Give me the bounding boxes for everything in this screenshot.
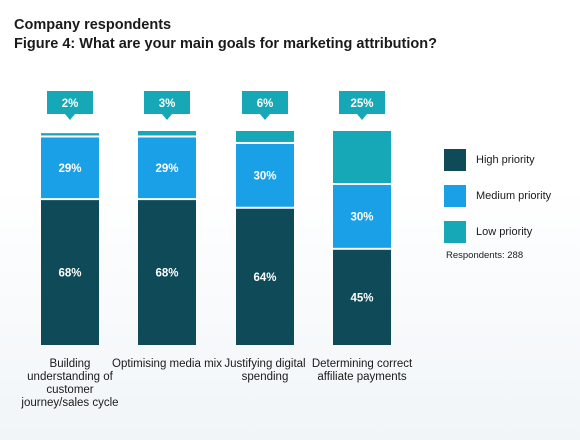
data-label-high-4: 45% [350,292,373,304]
bar-segment-high-3 [236,208,294,345]
chart-title: Company respondents [14,17,172,33]
callout-box-low-1 [47,91,93,114]
data-label-low-4: 25% [350,98,373,110]
callout-box-low-3 [242,91,288,114]
legend-label-medium: Medium priority [476,190,552,202]
chart-subtitle: Figure 4: What are your main goals for m… [14,36,437,52]
legend-label-high: High priority [476,154,535,166]
bar-segment-high-1 [41,200,99,345]
respondents-note: Respondents: 288 [446,250,524,261]
legend-swatch-low [444,221,466,243]
category-label-optimising-media-mix: Optimising media mix [112,358,222,370]
callout-box-low-4 [339,91,385,114]
title-block: Company respondents Figure 4: What are y… [14,16,437,54]
data-label-medium-3: 30% [253,170,276,182]
category-label-justifying-digital-spending: Justifying digital spending [224,358,306,383]
bar-segment-medium-2 [138,137,196,199]
legend-swatch-high [444,149,466,171]
bar-segment-high-4 [333,249,391,345]
callout-pointer-low-4 [357,114,367,120]
data-label-low-1: 2% [62,98,79,110]
callout-box-low-2 [144,91,190,114]
data-label-high-2: 68% [155,268,178,280]
bar-segment-low-4 [333,131,391,183]
category-label-determining-affiliate-payments: Determining correct affiliate payments [311,358,413,383]
data-label-low-2: 3% [159,98,176,110]
legend-label-low: Low priority [476,226,533,238]
bar-segment-high-2 [138,200,196,345]
data-label-medium-4: 30% [350,211,373,223]
callout-pointer-low-2 [162,114,172,120]
data-label-medium-2: 29% [155,163,178,175]
callout-pointer-low-1 [65,114,75,120]
data-label-high-1: 68% [58,268,81,280]
callout-pointer-low-3 [260,114,270,120]
bar-segment-medium-1 [41,137,99,199]
category-label-building-understanding: Building understanding of customer journ… [21,358,119,409]
bar-segment-low-3 [236,131,294,142]
legend-swatch-medium [444,185,466,207]
data-label-medium-1: 29% [58,163,81,175]
bar-segment-medium-4 [333,185,391,248]
legend: High priority Medium priority Low priori… [444,142,551,250]
legend-item-medium: Medium priority [444,178,551,214]
legend-item-low: Low priority [444,214,551,250]
bar-segment-low-1 [41,133,99,136]
legend-item-high: High priority [444,142,551,178]
data-label-low-3: 6% [257,98,274,110]
data-label-high-3: 64% [253,272,276,284]
bar-segment-low-2 [138,131,196,136]
bar-segment-medium-3 [236,143,294,207]
